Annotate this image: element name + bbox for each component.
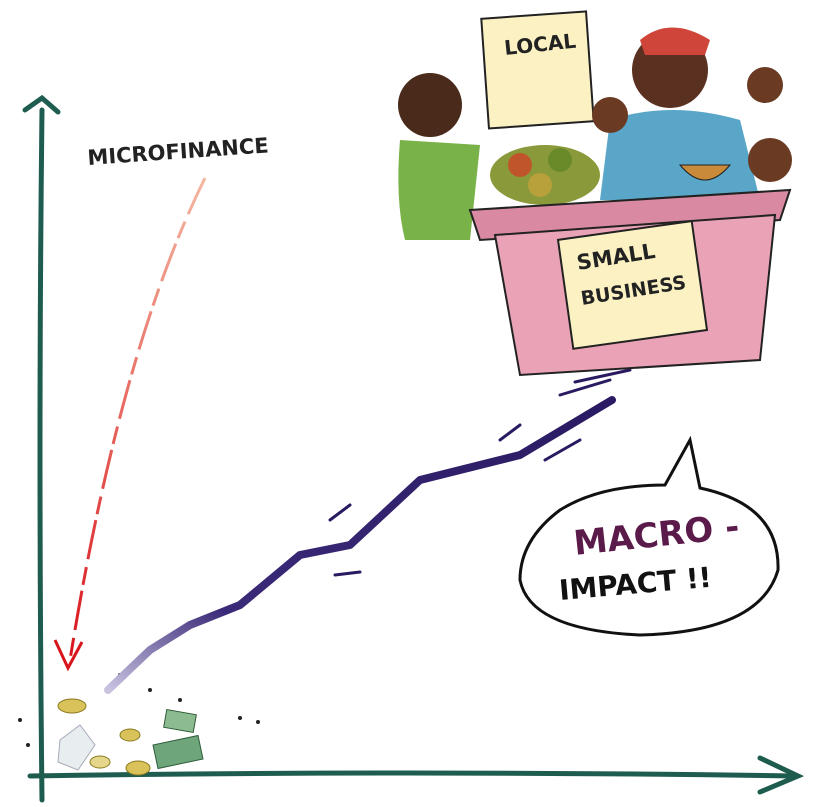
down-arrow (70, 178, 205, 660)
down-arrowhead (55, 640, 82, 668)
y-axis (40, 110, 42, 800)
microfinance-label: MICROFINANCE (87, 133, 270, 170)
small-business-stall: LOCAL SMALL BUSINESS (398, 11, 792, 375)
illustration: MICROFINANCE MACRO - IMPACT !! LOCAL (0, 0, 832, 807)
money (18, 673, 260, 775)
